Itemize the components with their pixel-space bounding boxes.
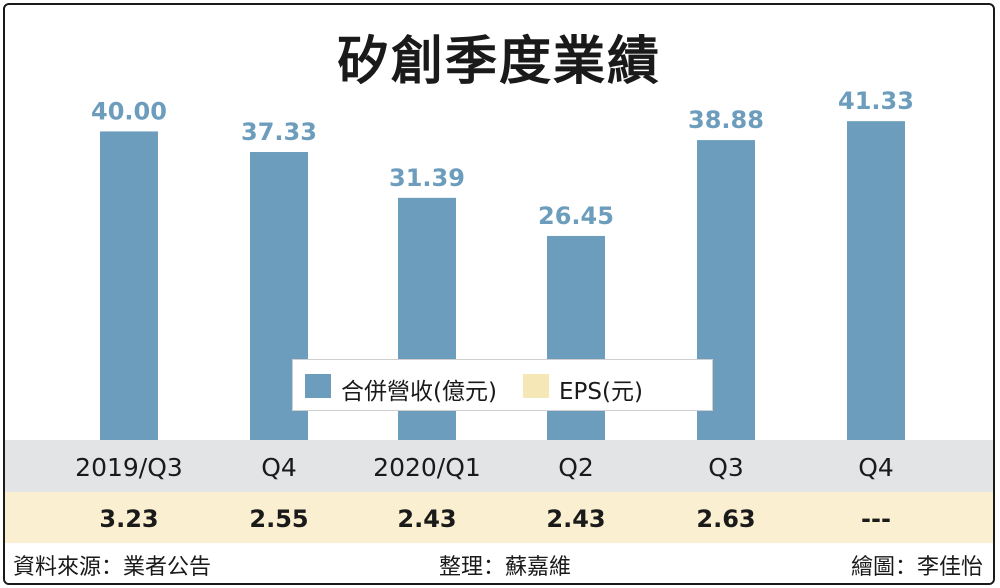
revenue-value-label: 37.33 xyxy=(241,118,317,146)
category-label: 2020/Q1 xyxy=(373,453,481,482)
category-label: Q3 xyxy=(708,453,744,482)
revenue-bar xyxy=(847,121,905,440)
eps-value-label: --- xyxy=(861,505,891,533)
legend: 合併營收(億元) EPS(元) xyxy=(292,359,713,411)
chart-title: 矽創季度業績 xyxy=(336,32,661,92)
editor-credit: 整理：蘇嘉維 xyxy=(439,555,572,580)
revenue-value-label: 38.88 xyxy=(688,106,764,134)
eps-band xyxy=(5,492,993,543)
revenue-value-label: 26.45 xyxy=(538,202,614,230)
category-label: Q4 xyxy=(261,453,297,482)
legend-swatch-eps xyxy=(523,374,549,398)
bar-chart: 40.00 2019/Q3 3.23 37.33 Q4 2.55 31.39 2020/Q1 2… xyxy=(75,87,914,533)
category-label: Q2 xyxy=(558,453,594,482)
source-credit: 資料來源：業者公告 xyxy=(13,555,212,580)
chart-frame: 矽創季度業績 40.00 2019/Q3 3.23 37.33 Q4 2.55 31.39 2… xyxy=(3,3,995,585)
category-band xyxy=(5,440,993,492)
revenue-bar xyxy=(100,131,158,440)
category-label: Q4 xyxy=(858,453,894,482)
legend-swatch-revenue xyxy=(305,374,331,398)
revenue-value-label: 40.00 xyxy=(91,97,167,125)
revenue-value-label: 31.39 xyxy=(389,164,465,192)
legend-label-eps: EPS(元) xyxy=(559,379,643,405)
eps-value-label: 2.43 xyxy=(397,505,456,533)
eps-value-label: 2.43 xyxy=(546,505,605,533)
category-label: 2019/Q3 xyxy=(75,453,183,482)
legend-label-revenue: 合併營收(億元) xyxy=(341,379,497,405)
eps-value-label: 2.63 xyxy=(696,505,755,533)
footer: 資料來源：業者公告 整理：蘇嘉維 繪圖：李佳怡 xyxy=(5,543,993,583)
artist-credit: 繪圖：李佳怡 xyxy=(850,555,983,580)
eps-value-label: 3.23 xyxy=(99,505,158,533)
eps-value-label: 2.55 xyxy=(249,505,308,533)
revenue-value-label: 41.33 xyxy=(838,87,914,115)
